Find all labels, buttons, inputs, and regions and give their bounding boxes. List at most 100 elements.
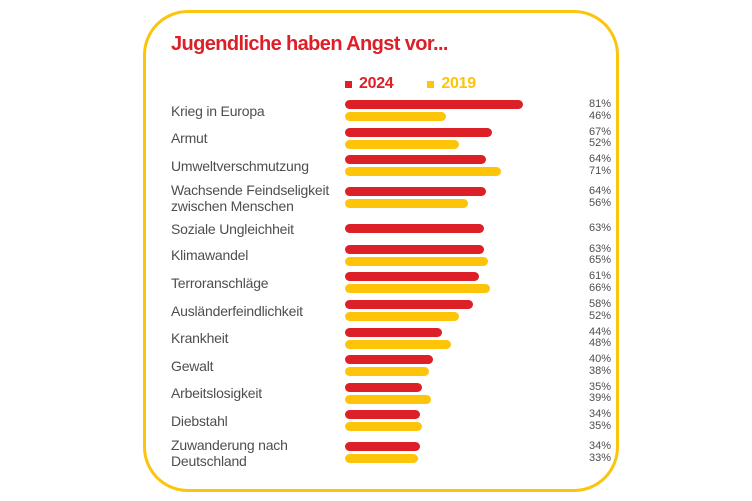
category-label: Diebstahl [171, 412, 228, 429]
chart-row: Gewalt 40% 38% [171, 354, 611, 377]
category-label: Gewalt [171, 357, 214, 374]
bar-2024 [345, 244, 484, 254]
value-2019: 52% [588, 309, 611, 322]
bar-2024 [345, 187, 486, 197]
bar-2024 [345, 100, 524, 109]
value-2024: 64% [588, 185, 611, 198]
value-labels: 34% 35% [575, 409, 611, 432]
value-2019: 39% [588, 392, 611, 405]
bar-2019 [345, 394, 431, 404]
bar-group [345, 300, 575, 322]
bar-2019 [345, 139, 460, 149]
value-2019: 33% [588, 451, 611, 464]
bar-2024 [345, 327, 442, 337]
bar-2024 [345, 224, 484, 234]
value-labels: 58% 52% [575, 299, 611, 322]
bar-group [345, 218, 575, 239]
chart-rows: Krieg in Europa 81% 46% Armut 67% 52% Umweltve… [171, 98, 611, 469]
bar-2019 [345, 199, 469, 209]
legend-swatch-2024-icon [345, 80, 352, 88]
value-labels: 81% 46% [575, 98, 611, 122]
bar-group [345, 355, 575, 377]
value-labels: 44% 48% [575, 325, 611, 350]
bar-2019 [345, 284, 491, 294]
category-label: Terroranschläge [171, 274, 269, 291]
value-2024: 63% [588, 222, 611, 235]
value-labels: 64% 56% [575, 186, 611, 209]
value-labels: 63% [575, 223, 611, 235]
value-2024: 40% [588, 353, 611, 366]
value-labels: 35% 39% [575, 380, 611, 405]
bar-group [345, 187, 575, 209]
bar-2019 [345, 167, 502, 177]
value-2024: 67% [588, 125, 611, 138]
chart-legend: 2024 2019 [345, 75, 476, 93]
bar-group [345, 410, 575, 432]
bar-group [345, 155, 575, 177]
category-label: Armut [171, 130, 208, 147]
chart-row: Terroranschläge 61% 66% [171, 271, 611, 294]
bar-2024 [345, 355, 433, 365]
category-label: Soziale Ungleichheit [171, 220, 294, 237]
chart-title: Jugendliche haben Angst vor... [171, 33, 448, 55]
bar-group [345, 244, 575, 266]
value-2024: 81% [588, 98, 611, 110]
chart-row: Armut 67% 52% [171, 125, 611, 150]
value-labels: 63% 65% [575, 242, 611, 267]
value-2024: 34% [588, 440, 611, 453]
bar-2019 [345, 112, 447, 121]
bar-2019 [345, 312, 460, 322]
chart-row: Umweltverschmutzung 64% 71% [171, 154, 611, 177]
value-labels: 34% 33% [575, 441, 611, 464]
bar-group [345, 327, 575, 349]
chart-row: Ausländerfeindlichkeit 58% 52% [171, 299, 611, 322]
value-2019: 71% [588, 164, 611, 177]
category-label: Ausländerfeindlichkeit [171, 302, 303, 319]
bar-2024 [345, 410, 420, 420]
bar-2024 [345, 272, 480, 282]
value-2024: 61% [588, 270, 611, 283]
legend-label-2024: 2024 [359, 75, 394, 92]
chart-row: Klimawandel 63% 65% [171, 242, 611, 267]
category-label: Umweltverschmutzung [171, 157, 309, 174]
value-labels: 64% 71% [575, 154, 611, 177]
value-2019: 46% [588, 109, 611, 122]
bar-2024 [345, 442, 420, 452]
bar-2024 [345, 300, 473, 310]
value-2019: 52% [588, 137, 611, 150]
bar-group [345, 100, 575, 121]
bar-2019 [345, 367, 429, 377]
bar-group [345, 127, 575, 149]
chart-row: Zuwanderung nach Deutschland 34% 33% [171, 437, 611, 469]
value-2019: 38% [588, 364, 611, 377]
value-2024: 64% [588, 153, 611, 166]
category-label: Wachsende Feindseligkeit zwischen Mensch… [171, 181, 330, 214]
legend-swatch-2019-icon [427, 80, 435, 88]
chart-row: Krankheit 44% 48% [171, 325, 611, 350]
value-2024: 35% [588, 380, 611, 393]
chart-row: Arbeitslosigkeit 35% 39% [171, 380, 611, 405]
value-2019: 48% [588, 337, 611, 350]
bar-2024 [345, 155, 486, 165]
chart-row: Krieg in Europa 81% 46% [171, 98, 611, 122]
value-2019: 66% [588, 281, 611, 294]
value-2019: 56% [588, 196, 611, 209]
bar-2019 [345, 256, 488, 266]
bar-2019 [345, 422, 422, 432]
chart-row: Diebstahl 34% 35% [171, 409, 611, 432]
bar-2019 [345, 339, 451, 349]
value-labels: 67% 52% [575, 125, 611, 150]
bar-group [345, 382, 575, 404]
category-label: Krieg in Europa [171, 102, 265, 119]
bar-group [345, 442, 575, 464]
chart-row: Soziale Ungleichheit 63% [171, 218, 611, 239]
value-2024: 63% [588, 242, 611, 255]
bar-2024 [345, 382, 422, 392]
value-2024: 58% [588, 298, 611, 311]
value-2024: 44% [588, 325, 611, 338]
chart-card: Jugendliche haben Angst vor... 2024 2019… [143, 10, 619, 492]
category-label: Krankheit [171, 330, 229, 347]
legend-item-2024: 2024 [345, 75, 394, 93]
category-label: Zuwanderung nach Deutschland [171, 436, 288, 469]
